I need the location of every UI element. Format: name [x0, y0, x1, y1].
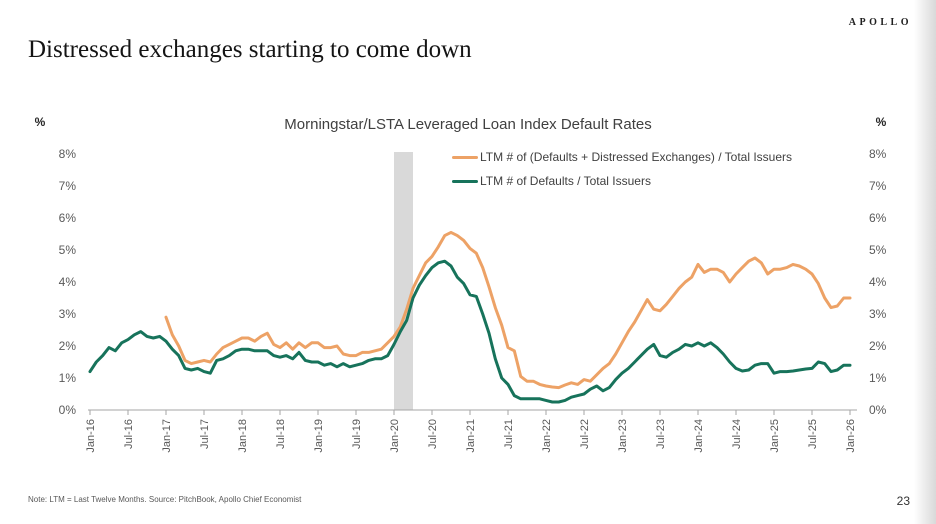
y-tick-label-right: 8% — [869, 147, 887, 161]
y-axis-unit-right: % — [876, 115, 887, 129]
y-tick-label-left: 5% — [59, 243, 77, 257]
x-tick-label: Jul-23 — [655, 419, 667, 449]
y-tick-label-left: 0% — [59, 403, 77, 417]
x-tick-label: Jul-16 — [123, 419, 135, 449]
x-tick-label: Jan-22 — [541, 419, 553, 453]
x-tick-label: Jan-24 — [693, 419, 705, 453]
x-tick-label: Jul-18 — [275, 419, 287, 449]
page-number: 23 — [896, 494, 910, 508]
legend-swatch-orange-line — [452, 155, 478, 159]
x-tick-label: Jul-21 — [503, 419, 515, 449]
legend-item-defaults: LTM # of Defaults / Total Issuers — [452, 169, 792, 193]
y-tick-label-left: 8% — [59, 147, 77, 161]
y-tick-label-right: 1% — [869, 371, 887, 385]
y-tick-label-right: 0% — [869, 403, 887, 417]
y-tick-label-left: 3% — [59, 307, 77, 321]
apollo-logo: APOLLO — [848, 17, 912, 28]
chart-title: Morningstar/LSTA Leveraged Loan Index De… — [284, 116, 652, 133]
chart-legend: LTM # of (Defaults + Distressed Exchange… — [452, 145, 792, 193]
y-tick-label-right: 4% — [869, 275, 887, 289]
recession-band — [394, 152, 413, 410]
y-tick-label-left: 7% — [59, 179, 77, 193]
x-tick-label: Jul-24 — [731, 419, 743, 449]
x-tick-label: Jul-25 — [807, 419, 819, 449]
legend-label: LTM # of (Defaults + Distressed Exchange… — [480, 150, 793, 164]
y-tick-label-right: 5% — [869, 243, 887, 257]
y-tick-label-left: 4% — [59, 275, 77, 289]
x-tick-label: Jan-20 — [389, 419, 401, 453]
y-tick-label-right: 2% — [869, 339, 887, 353]
y-tick-label-left: 1% — [59, 371, 77, 385]
x-tick-label: Jan-21 — [465, 419, 477, 453]
y-tick-label-right: 7% — [869, 179, 887, 193]
y-axis-unit-left: % — [35, 115, 46, 129]
x-tick-label: Jul-19 — [351, 419, 363, 449]
y-tick-label-left: 6% — [59, 211, 77, 225]
x-tick-label: Jul-17 — [199, 419, 211, 449]
x-tick-label: Jan-25 — [769, 419, 781, 453]
x-tick-label: Jul-20 — [427, 419, 439, 449]
x-tick-label: Jan-18 — [237, 419, 249, 453]
y-tick-label-right: 6% — [869, 211, 887, 225]
x-tick-label: Jan-23 — [617, 419, 629, 453]
x-tick-label: Jan-17 — [161, 419, 173, 453]
legend-swatch-green-line — [452, 179, 478, 183]
series-line-defaults — [88, 259, 852, 404]
legend-item-defaults-plus-de: LTM # of (Defaults + Distressed Exchange… — [452, 145, 792, 169]
right-edge-shade — [914, 0, 936, 524]
y-tick-label-left: 2% — [59, 339, 77, 353]
x-tick-label: Jul-22 — [579, 419, 591, 449]
line-chart: Jan-16 Jul-16 Jan-17 Jul-17 Jan-18 Jul-18 Jan-… — [35, 115, 887, 453]
x-tick-label: Jan-16 — [85, 419, 97, 453]
legend-label: LTM # of Defaults / Total Issuers — [480, 174, 651, 188]
x-tick-label: Jan-26 — [845, 419, 857, 453]
series-line-defaults-plus-distressed-exchanges — [164, 230, 852, 390]
source-note: Note: LTM = Last Twelve Months. Source: … — [28, 495, 302, 504]
slide-title: Distressed exchanges starting to come do… — [28, 36, 472, 63]
x-tick-label: Jan-19 — [313, 419, 325, 453]
y-tick-label-right: 3% — [869, 307, 887, 321]
